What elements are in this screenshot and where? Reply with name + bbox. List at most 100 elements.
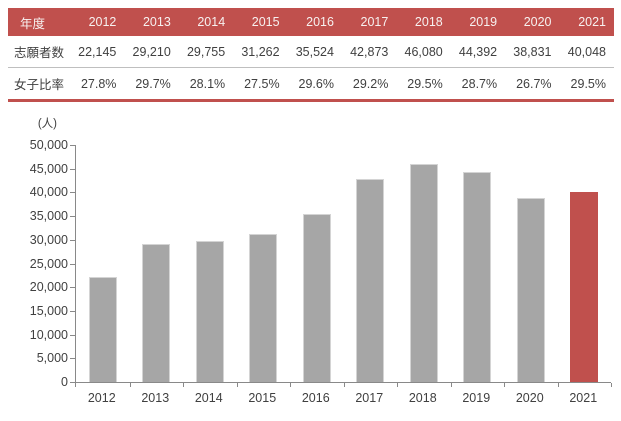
- y-axis-tick-label: 40,000: [29, 185, 68, 200]
- y-axis-tick-label: 15,000: [29, 303, 68, 318]
- x-axis-origin-tick: [75, 383, 76, 387]
- bar-2012: [88, 277, 117, 382]
- table-row: 志願者数 22,145 29,210 29,755 31,262 35,524 42,873…: [8, 36, 614, 68]
- bar-slot: [76, 145, 131, 387]
- table-header-year-label: 年度: [8, 8, 70, 36]
- bar-2019: [463, 171, 492, 382]
- bar-slot: [451, 145, 505, 387]
- table-cell: 26.7%: [505, 67, 560, 102]
- x-axis-tick: [557, 383, 559, 387]
- bar-2020: [516, 197, 545, 382]
- x-axis-tick: [290, 383, 291, 387]
- y-axis-tick-label: 10,000: [29, 327, 68, 342]
- table-header-cell: 2015: [233, 8, 288, 36]
- x-axis-label: 2012: [87, 391, 116, 405]
- table-body: 志願者数 22,145 29,210 29,755 31,262 35,524 42,873…: [8, 36, 614, 102]
- bar-2015: [249, 233, 278, 382]
- y-axis-tick: [70, 239, 75, 241]
- x-axis-label: 2021: [569, 391, 598, 405]
- y-axis-tick: [70, 334, 75, 336]
- y-axis-tick-label: 45,000: [29, 161, 68, 176]
- y-axis-unit-label: (人): [37, 118, 57, 130]
- table-header-cell: 2019: [450, 8, 506, 36]
- bar-slot: [237, 145, 291, 387]
- bars-container: [76, 145, 612, 387]
- y-axis-tick: [70, 216, 75, 218]
- y-axis-tick: [70, 382, 75, 383]
- bar-slot: [397, 145, 452, 387]
- bar-slot: [504, 145, 559, 387]
- y-axis-tick: [70, 310, 75, 312]
- x-axis-tick: [504, 383, 505, 387]
- table-header-row: 年度 2012 2013 2014 2015 2016 2017 2018 2019 2020 20…: [8, 8, 614, 36]
- table-cell: 31,262: [233, 36, 288, 68]
- table-cell: 29.5%: [559, 67, 614, 102]
- table-cell: 46,080: [396, 36, 451, 68]
- table-row: 女子比率 27.8% 29.7% 28.1% 27.5% 29.6% 29.2% 29.5% 2…: [8, 67, 614, 102]
- table-header-cell: 2012: [70, 8, 125, 36]
- x-axis-label: 2015: [248, 391, 277, 405]
- table-cell: 28.7%: [450, 67, 506, 102]
- table-header-cell: 2020: [505, 8, 560, 36]
- table-cell: 42,873: [341, 36, 397, 68]
- y-axis-tick-label: 20,000: [29, 280, 68, 295]
- table-header-cell: 2021: [559, 8, 614, 36]
- bar-slot: [183, 145, 238, 387]
- y-axis-tick-label: 5,000: [36, 351, 68, 366]
- bar-slot: [558, 145, 612, 387]
- x-axis-tick: [343, 383, 345, 387]
- x-axis-label: 2020: [515, 391, 544, 405]
- y-axis-tick: [70, 168, 75, 170]
- table-cell: 44,392: [450, 36, 506, 68]
- bar-2013: [142, 243, 171, 382]
- x-axis-label: 2013: [141, 391, 170, 405]
- bar-slot: [344, 145, 398, 387]
- y-axis-tick: [70, 145, 75, 146]
- y-axis-tick: [70, 192, 75, 194]
- table-cell: 22,145: [70, 36, 125, 68]
- y-axis-tick-label: 25,000: [29, 256, 68, 271]
- y-axis-tick-label: 0: [61, 375, 68, 389]
- row-label: 女子比率: [8, 67, 70, 102]
- table-cell: 27.8%: [70, 67, 125, 102]
- table-header-cell: 2018: [396, 8, 451, 36]
- x-axis-tick: [236, 383, 238, 387]
- plot-area: [70, 145, 612, 387]
- applicants-table: 年度 2012 2013 2014 2015 2016 2017 2018 2019 2020 20…: [8, 8, 614, 102]
- table-cell: 38,831: [505, 36, 560, 68]
- x-axis-tick: [183, 383, 184, 387]
- table-cell: 29.7%: [124, 67, 179, 102]
- y-axis-tick-label: 35,000: [29, 209, 68, 224]
- x-axis-tick: [611, 383, 612, 387]
- x-axis-labels: 2012 2013 2014 2015 2016 2017 2018 2019 2020 2021: [75, 391, 610, 405]
- x-axis-label: 2017: [355, 391, 384, 405]
- bar-slot: [130, 145, 184, 387]
- x-axis-tick: [450, 383, 452, 387]
- table-cell: 28.1%: [178, 67, 234, 102]
- y-axis-tick: [70, 358, 75, 360]
- bar-2014: [195, 240, 224, 382]
- table-cell: 29.5%: [396, 67, 451, 102]
- x-axis-label: 2014: [194, 391, 223, 405]
- table-header-cell: 2017: [341, 8, 397, 36]
- table-header-cell: 2013: [124, 8, 179, 36]
- y-axis-tick: [70, 263, 75, 265]
- y-axis-tick-labels: 50,000 45,000 40,000 35,000 30,000 25,000 20,0…: [0, 138, 68, 389]
- row-label: 志願者数: [8, 36, 70, 68]
- table-cell: 29.6%: [287, 67, 342, 102]
- x-axis-label: 2019: [462, 391, 491, 405]
- table-cell: 29,210: [124, 36, 179, 68]
- bar-slot: [290, 145, 345, 387]
- bar-2016: [302, 213, 331, 382]
- x-axis-tick: [129, 383, 131, 387]
- x-axis-tick: [397, 383, 398, 387]
- table-cell: 27.5%: [233, 67, 288, 102]
- y-axis-tick-label: 50,000: [29, 138, 68, 152]
- table-header-cell: 2016: [287, 8, 342, 36]
- table-cell: 29.2%: [341, 67, 397, 102]
- x-axis-label: 2018: [408, 391, 437, 405]
- y-axis-tick: [70, 287, 75, 289]
- table-header-cell: 2014: [178, 8, 234, 36]
- table-cell: 29,755: [178, 36, 234, 68]
